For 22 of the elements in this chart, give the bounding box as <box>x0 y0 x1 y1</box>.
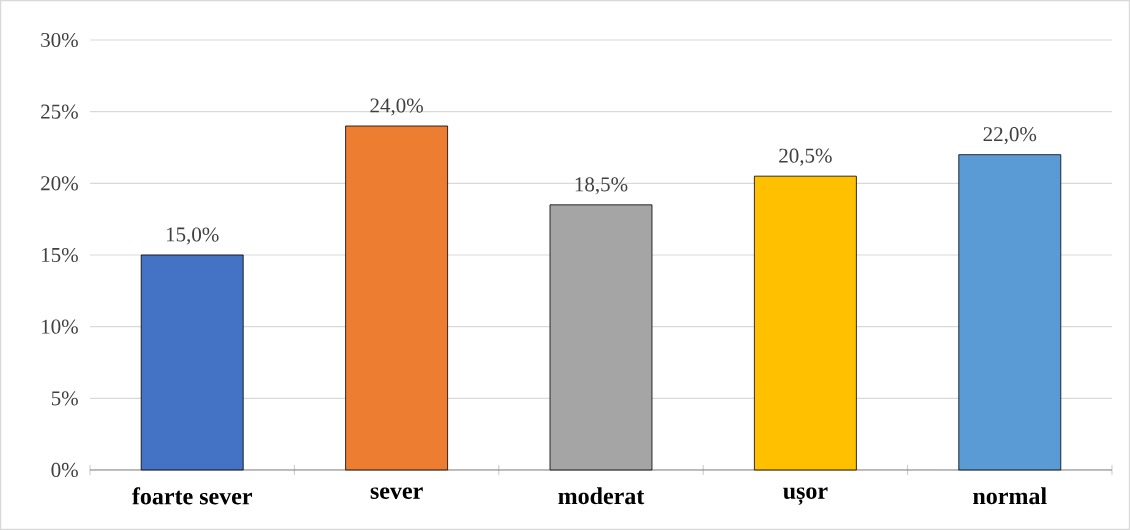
data-label: 15,0% <box>166 227 219 245</box>
bar <box>958 154 1062 471</box>
data-label: 18,5% <box>575 177 628 195</box>
y-tick-label: 25% <box>41 104 78 119</box>
bar <box>753 175 857 471</box>
x-tick-label: normal <box>973 487 1047 505</box>
y-tick-label: 0% <box>51 462 78 478</box>
data-label: 22,0% <box>983 127 1037 145</box>
y-tick-label: 30% <box>41 32 78 48</box>
y-tick-label: 20% <box>41 176 78 191</box>
bar <box>140 254 244 471</box>
x-tick-label: sever <box>370 487 423 499</box>
y-tick-label: 5% <box>51 391 78 406</box>
x-tick-label: foarte sever <box>132 487 252 505</box>
x-tick-label: ușor <box>783 487 828 505</box>
y-tick-label: 15% <box>42 247 78 263</box>
x-tick-label: moderat <box>558 487 645 505</box>
y-tick-label: 10% <box>42 319 78 334</box>
data-label: 24,0% <box>370 98 423 116</box>
bar <box>345 125 448 471</box>
bar <box>549 204 653 471</box>
data-label: 20,5% <box>779 148 832 166</box>
